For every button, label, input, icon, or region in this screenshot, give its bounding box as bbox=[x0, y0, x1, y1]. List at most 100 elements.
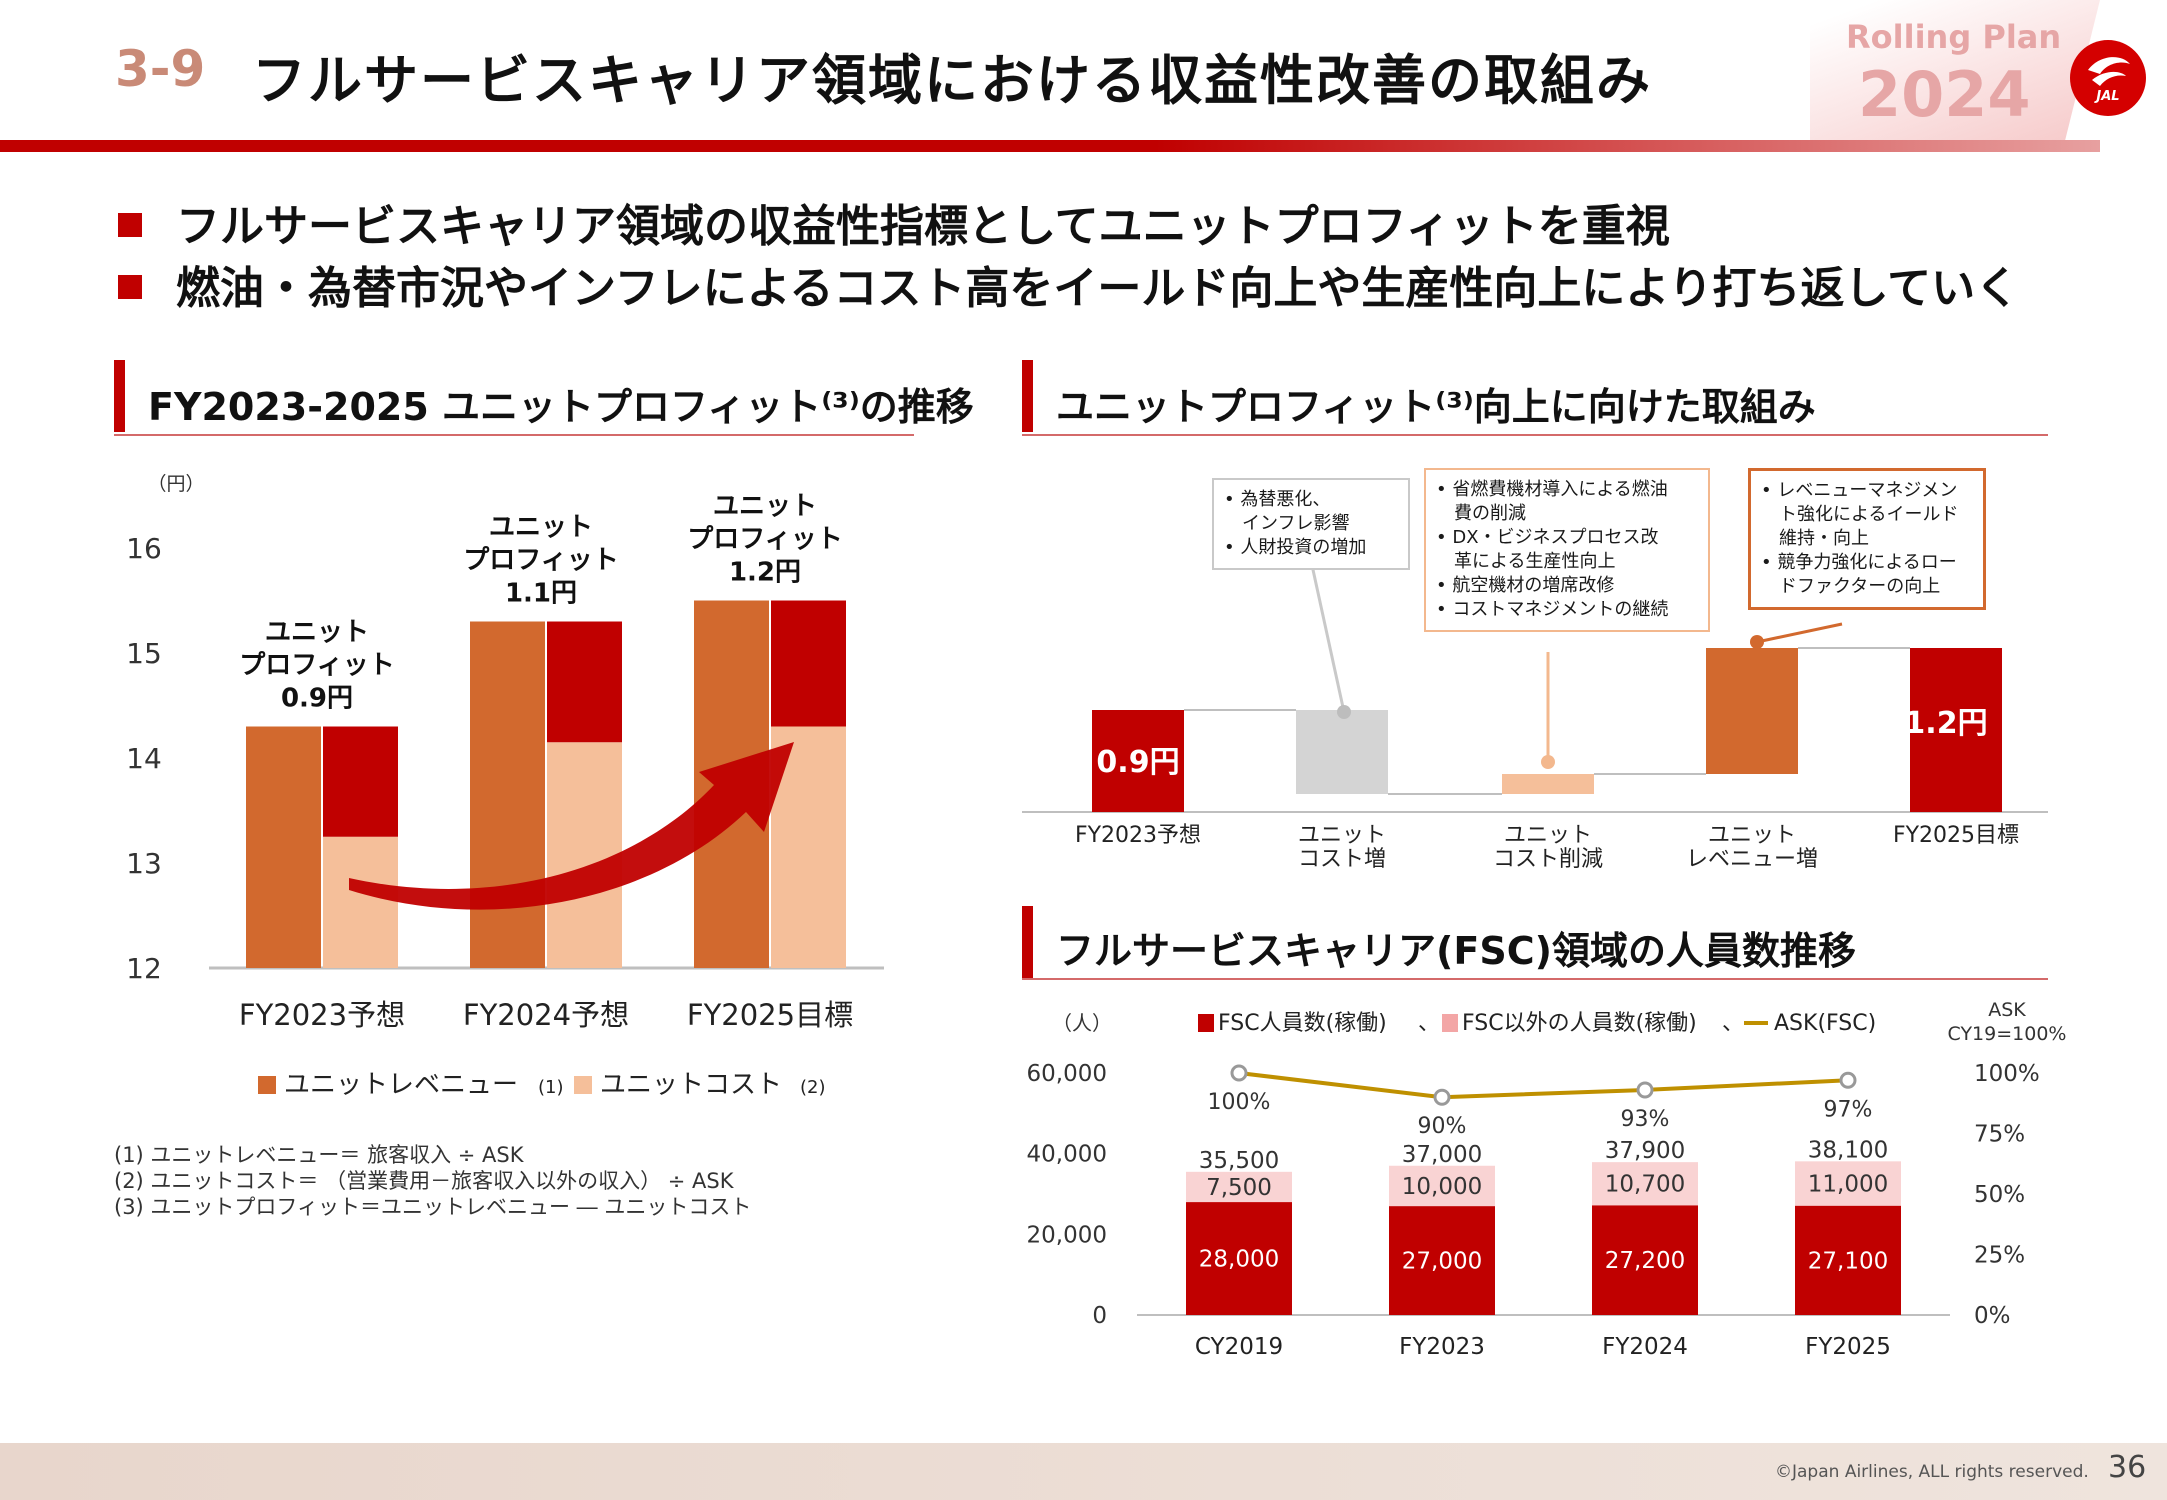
logo-text: JAL bbox=[2093, 89, 2119, 104]
section-title-right-bottom: フルサービスキャリア(FSC)領域の人員数推移 bbox=[1056, 929, 1856, 973]
fsc-bar bbox=[1592, 1205, 1698, 1315]
rolling-plan-badge bbox=[1810, 0, 2100, 140]
x-tick-label: FY2023予想 bbox=[239, 998, 405, 1032]
note-3: (3) ユニットプロフィット＝ユニットレベニュー ― ユニットコスト bbox=[114, 1195, 752, 1219]
cost-increase-bar bbox=[1296, 710, 1388, 794]
legend-label-fsc: FSC人員数(稼働) bbox=[1218, 1011, 1387, 1036]
y-tick-label: 13 bbox=[126, 847, 162, 880]
profit-label-line2: プロフィット bbox=[463, 546, 618, 576]
bullet-square-icon bbox=[118, 213, 142, 237]
legend-separator: 、 bbox=[1418, 1011, 1440, 1036]
ask-value-label: 93% bbox=[1621, 1107, 1670, 1132]
callout-connector bbox=[1756, 622, 1843, 644]
revenue-increase-bar bbox=[1706, 648, 1798, 774]
jal-logo: JAL bbox=[2070, 40, 2146, 116]
legend-label-revenue: ユニットレベニュー bbox=[284, 1070, 518, 1100]
fsc-value-label: 27,000 bbox=[1402, 1249, 1482, 1275]
growth-arrow bbox=[349, 742, 794, 910]
fsc-other-value-label: 7,500 bbox=[1206, 1175, 1272, 1201]
fsc-other-value-label: 10,700 bbox=[1605, 1172, 1685, 1198]
callout-connector bbox=[1308, 555, 1346, 713]
fsc-bar bbox=[1186, 1202, 1292, 1315]
fsc-other-value-label: 10,000 bbox=[1402, 1174, 1482, 1200]
total-value-label: 37,900 bbox=[1605, 1138, 1685, 1164]
end-bar bbox=[1910, 648, 2002, 812]
cost-bar bbox=[547, 742, 622, 968]
profit-label-line1: ユニット bbox=[265, 618, 369, 648]
ask-value-label: 90% bbox=[1418, 1114, 1467, 1139]
total-value-label: 37,000 bbox=[1402, 1142, 1482, 1168]
section-number: 3-9 bbox=[115, 40, 206, 98]
start-value-label: 0.9円 bbox=[1096, 745, 1179, 780]
y2-axis-unit: CY19=100% bbox=[1948, 1023, 2067, 1045]
header-divider bbox=[0, 140, 2100, 152]
bullet-2: 燃油・為替市況やインフレによるコスト高をイールド向上や生産性向上により打ち返して… bbox=[118, 252, 2019, 316]
section-header-right-bottom bbox=[1022, 906, 1033, 978]
profit-bar bbox=[323, 726, 398, 837]
page-number: 36 bbox=[2108, 1450, 2147, 1485]
legend-separator: 、 bbox=[1722, 1011, 1744, 1036]
y-tick-label: 14 bbox=[126, 742, 162, 775]
y-tick-label: 0 bbox=[1092, 1303, 1107, 1329]
legend-swatch-cost bbox=[574, 1076, 592, 1094]
section-underline bbox=[1022, 434, 2048, 436]
section-underline bbox=[114, 434, 914, 436]
x-tick-label: コスト削減 bbox=[1493, 847, 1603, 872]
note-2: (2) ユニットコスト＝ （営業費用－旅客収入以外の収入） ÷ ASK bbox=[114, 1169, 734, 1193]
profit-label-line2: プロフィット bbox=[687, 525, 842, 555]
y-tick-label: 16 bbox=[126, 532, 162, 565]
footer-bar bbox=[0, 1443, 2167, 1500]
x-tick-label: レベニュー増 bbox=[1686, 847, 1818, 872]
callout-dot bbox=[1541, 755, 1555, 769]
y2-tick-label: 75% bbox=[1974, 1122, 2025, 1148]
y-tick-label: 12 bbox=[126, 952, 162, 985]
unit-profit-chart: （円）1213141516FY2023予想ユニットプロフィット0.9円FY202… bbox=[126, 473, 884, 1100]
fsc-other-bar bbox=[1186, 1171, 1292, 1203]
fsc-bar bbox=[1389, 1206, 1495, 1315]
legend-swatch-fsc bbox=[1198, 1014, 1214, 1032]
legend-label-cost: ユニットコスト bbox=[600, 1070, 782, 1100]
section-title-right-top: ユニットプロフィット⁽³⁾向上に向けた取組み bbox=[1056, 385, 1816, 429]
cost-reduction-bar bbox=[1502, 774, 1594, 794]
callout-cost-reduction: • 省燃費機材導入による燃油 費の削減 • DX・ビジネスプロセス改 革による生… bbox=[1424, 468, 1710, 632]
ask-value-label: 97% bbox=[1824, 1097, 1873, 1122]
rolling-plan-label: Rolling Plan bbox=[1846, 18, 2062, 56]
section-header-right-top bbox=[1022, 360, 1033, 432]
y-tick-label: 20,000 bbox=[1027, 1222, 1107, 1248]
profit-label-line1: ユニット bbox=[713, 492, 817, 522]
x-tick-label: FY2023 bbox=[1399, 1334, 1485, 1360]
fsc-other-value-label: 11,000 bbox=[1808, 1172, 1888, 1198]
legend-swatch-fsc-other bbox=[1442, 1014, 1458, 1032]
legend-suffix-revenue: (1) bbox=[538, 1077, 564, 1098]
legend-suffix-cost: (2) bbox=[800, 1077, 826, 1098]
revenue-bar bbox=[246, 726, 321, 968]
cost-bar bbox=[323, 836, 398, 968]
bullet-square-icon bbox=[118, 275, 142, 299]
note-1: (1) ユニットレベニュー＝ 旅客収入 ÷ ASK bbox=[114, 1143, 524, 1167]
x-tick-label: CY2019 bbox=[1195, 1334, 1283, 1360]
bullet-1: フルサービスキャリア領域の収益性指標としてユニットプロフィットを重視 bbox=[118, 190, 1670, 254]
total-value-label: 35,500 bbox=[1199, 1148, 1279, 1174]
y2-tick-label: 25% bbox=[1974, 1243, 2025, 1269]
copyright: ©Japan Airlines, ALL rights reserved. bbox=[1775, 1462, 2089, 1482]
y-axis-unit: （人） bbox=[1052, 1011, 1112, 1035]
section-underline bbox=[1022, 978, 2048, 980]
ask-point bbox=[1230, 1064, 1248, 1082]
section-header-left bbox=[114, 360, 125, 432]
x-tick-label: FY2024予想 bbox=[463, 998, 629, 1032]
rolling-plan-year: 2024 bbox=[1858, 58, 2031, 131]
y-tick-label: 40,000 bbox=[1027, 1142, 1107, 1168]
y-tick-label: 60,000 bbox=[1027, 1061, 1107, 1087]
y2-axis-unit: ASK bbox=[1988, 999, 2026, 1021]
legend-label-ask: ASK(FSC) bbox=[1774, 1011, 1876, 1036]
profit-label-value: 0.9円 bbox=[281, 684, 353, 714]
total-value-label: 38,100 bbox=[1808, 1137, 1888, 1163]
x-tick-label: ユニット bbox=[1708, 823, 1796, 848]
profit-label-value: 1.2円 bbox=[729, 558, 801, 588]
y2-tick-label: 50% bbox=[1974, 1182, 2025, 1208]
x-tick-label: ユニット bbox=[1298, 823, 1386, 848]
y-axis-unit: （円） bbox=[147, 473, 204, 495]
callout-dot bbox=[1337, 705, 1351, 719]
profit-label-value: 1.1円 bbox=[505, 579, 577, 609]
